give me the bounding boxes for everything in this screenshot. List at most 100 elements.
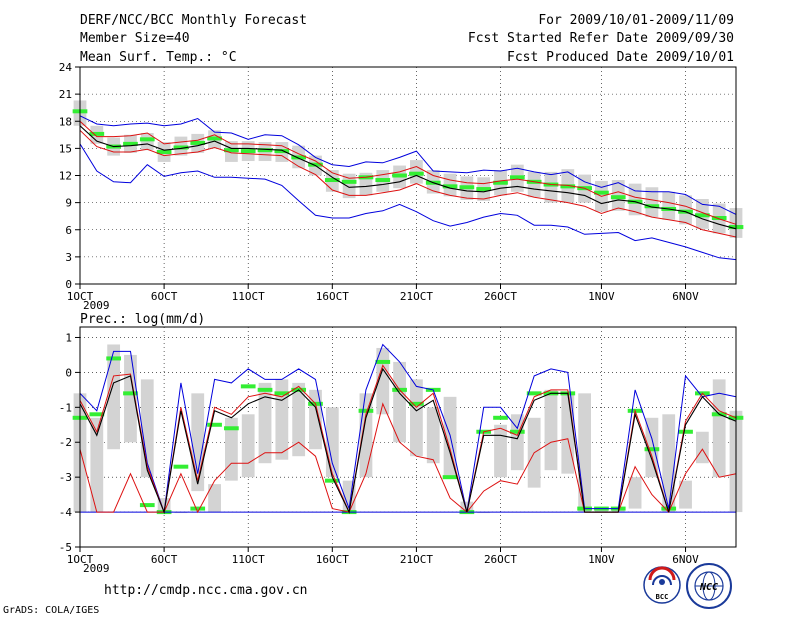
t-xtick-label: 6OCT	[151, 290, 178, 303]
t-median-day-8	[190, 140, 206, 145]
p-line-ensemble-max	[79, 343, 737, 513]
t-median-day-16	[324, 178, 340, 183]
t-ytick-label: 3	[65, 251, 72, 264]
p-median-day-21	[409, 401, 424, 406]
t-median-day-24	[459, 185, 475, 190]
t-median-day-30	[560, 184, 576, 189]
p-box-day-20	[393, 361, 406, 443]
t-line-ensemble-max	[79, 115, 737, 215]
t-median-day-9	[207, 136, 222, 141]
p-median-day-35	[644, 447, 660, 452]
header-period: For 2009/10/01-2009/11/09	[538, 13, 734, 28]
t-median-day-6	[156, 149, 172, 154]
t-ytick-label: 12	[59, 170, 72, 183]
t-xtick-label: 16OCT	[316, 290, 349, 303]
ncc-logo: NCC	[686, 563, 732, 609]
temperature-year-label: 2009	[83, 299, 110, 312]
t-median-day-7	[173, 145, 189, 150]
p-median-day-7	[173, 464, 189, 469]
t-median-day-20	[392, 173, 407, 178]
p-median-day-23	[442, 475, 458, 480]
p-median-day-10	[224, 426, 239, 431]
precip-year-label: 2009	[83, 562, 110, 575]
p-line-ensemble-mean	[79, 367, 737, 515]
t-median-day-21	[409, 171, 424, 176]
bcc-logo-text: BCC	[656, 593, 669, 601]
p-box-day-34	[628, 477, 642, 509]
p-box-day-12	[258, 382, 272, 464]
p-box-day-37	[679, 480, 692, 509]
t-xtick-label: 1OCT	[67, 290, 94, 303]
p-median-day-8	[190, 506, 206, 511]
p-median-day-9	[207, 422, 222, 427]
t-xtick-label: 21OCT	[400, 290, 433, 303]
precip-plot-frame	[79, 326, 737, 548]
p-xtick-label: 21OCT	[400, 553, 433, 566]
grads-credit: GrADS: COLA/IGES	[3, 605, 99, 616]
p-median-day-2	[89, 412, 105, 417]
t-median-day-2	[89, 131, 105, 136]
p-box-day-36	[662, 414, 676, 513]
t-line-spread-upper	[79, 120, 737, 225]
p-median-day-27	[509, 429, 525, 434]
p-box-day-22	[426, 407, 440, 464]
t-ytick-label: 21	[59, 88, 72, 101]
t-box-day-36	[662, 191, 676, 220]
p-median-day-18	[358, 408, 374, 413]
p-box-day-2	[90, 417, 104, 513]
t-box-day-35	[645, 187, 659, 218]
p-box-day-29	[544, 389, 558, 471]
header-variable: Mean Surf. Temp.: °C	[80, 50, 237, 65]
t-median-day-39	[711, 215, 727, 220]
t-xtick-label: 1NOV	[588, 290, 615, 303]
p-median-day-11	[240, 384, 256, 389]
t-box-day-17	[342, 173, 356, 199]
t-median-day-26	[493, 180, 508, 185]
p-box-day-19	[376, 347, 390, 415]
header-member-size: Member Size=40	[80, 31, 190, 46]
t-median-day-15	[308, 162, 323, 167]
t-line-spread-lower	[79, 129, 737, 238]
t-ytick-label: 18	[59, 115, 72, 128]
p-box-day-11	[241, 414, 255, 478]
t-median-day-32	[594, 190, 609, 195]
t-median-day-23	[442, 184, 458, 189]
p-xtick-label: 6OCT	[151, 553, 178, 566]
p-box-day-14	[292, 382, 306, 457]
t-median-day-27	[509, 175, 525, 180]
t-median-day-4	[123, 141, 138, 146]
p-box-day-38	[695, 431, 709, 464]
p-ytick-label: -5	[59, 541, 72, 554]
t-median-day-14	[291, 155, 307, 160]
p-median-day-12	[257, 387, 273, 392]
p-box-day-39	[712, 379, 726, 478]
p-ytick-label: -4	[59, 506, 73, 519]
t-median-day-38	[695, 213, 710, 218]
t-median-day-12	[257, 148, 273, 153]
t-box-day-28	[527, 171, 541, 198]
t-ytick-label: 24	[59, 61, 73, 74]
t-median-day-33	[610, 195, 626, 200]
t-median-day-25	[476, 187, 492, 192]
ncc-logo-text: NCC	[699, 582, 718, 593]
t-ytick-label: 9	[65, 197, 72, 210]
header-title: DERF/NCC/BCC Monthly Forecast	[80, 13, 307, 28]
p-median-day-5	[139, 503, 155, 508]
t-median-day-13	[274, 149, 290, 154]
p-median-day-28	[526, 391, 542, 396]
p-line-spread-lower	[79, 402, 737, 514]
t-ytick-label: 0	[65, 278, 72, 291]
p-ytick-label: 1	[65, 331, 72, 344]
p-box-day-26	[494, 424, 507, 478]
t-median-day-19	[375, 178, 391, 183]
precip-title: Prec.: log(mm/d)	[80, 312, 205, 327]
p-box-day-24	[460, 501, 474, 513]
p-median-day-37	[678, 429, 693, 434]
p-ytick-label: -2	[59, 436, 72, 449]
p-box-day-9	[208, 484, 221, 513]
p-median-day-13	[274, 391, 290, 396]
p-xtick-label: 1NOV	[588, 553, 615, 566]
p-ytick-label: -1	[59, 401, 72, 414]
precipitation-panel: -5 -4 -3 -2 -1 0 1 1OCT 6OCT 11OCT 16OCT 21OCT 26OC…	[59, 326, 744, 575]
